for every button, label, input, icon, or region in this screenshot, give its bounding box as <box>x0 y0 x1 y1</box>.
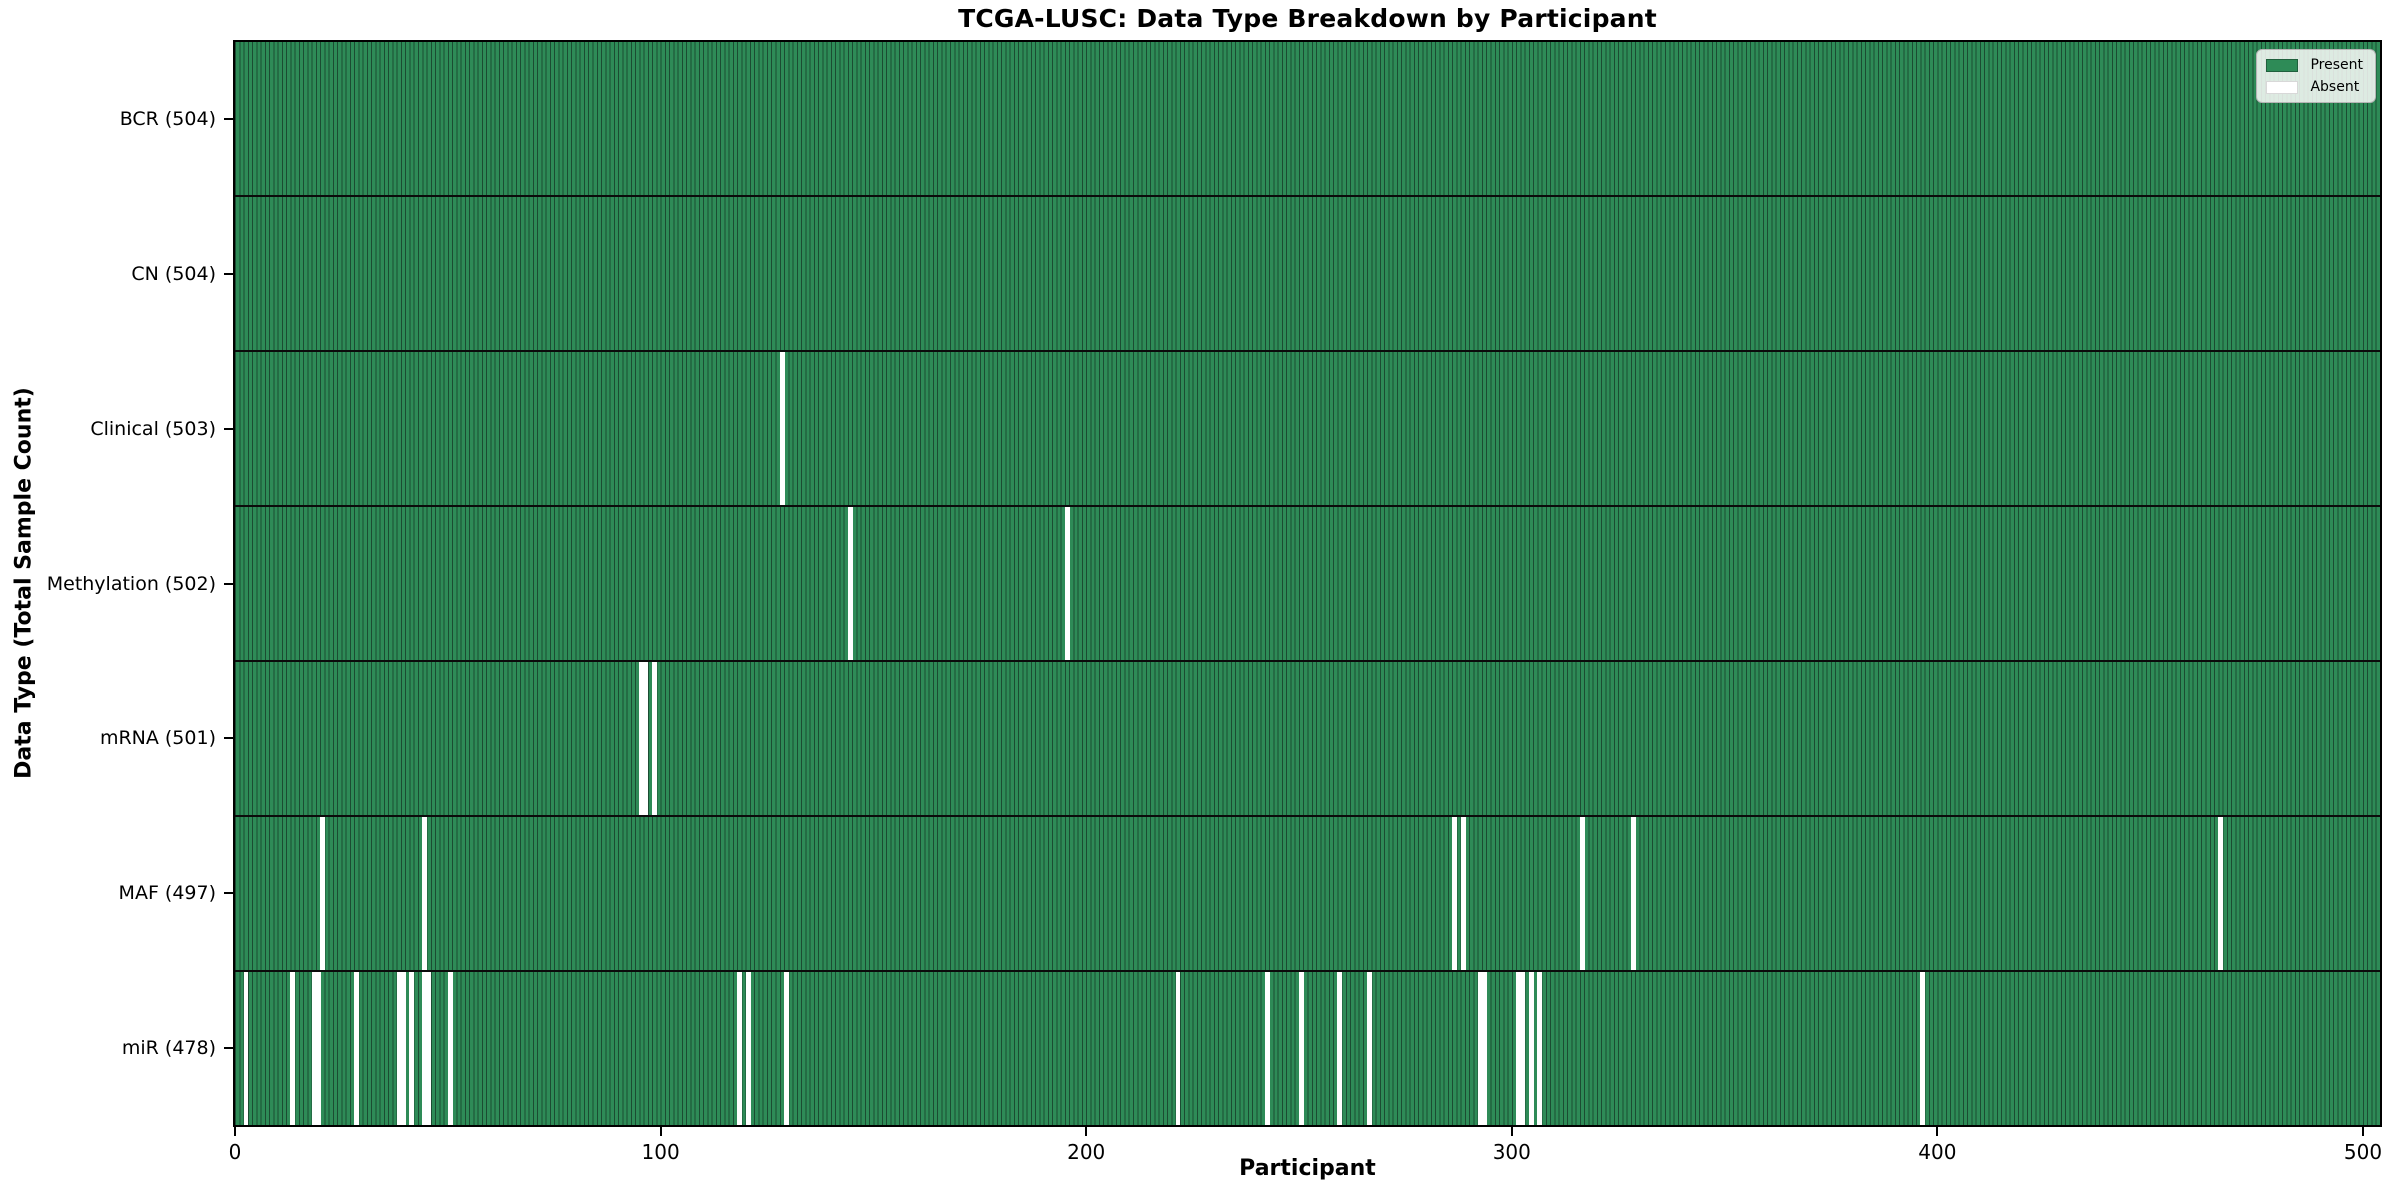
absent-stripe <box>1520 972 1526 1125</box>
y-tick <box>224 1046 233 1049</box>
chart-title: TCGA-LUSC: Data Type Breakdown by Partic… <box>958 4 1657 33</box>
y-tick-label: BCR (504) <box>119 108 216 131</box>
y-tick-label: Clinical (503) <box>90 417 216 440</box>
absent-stripe <box>779 352 785 505</box>
absent-stripe <box>400 972 406 1125</box>
y-tick <box>224 891 233 894</box>
x-tick <box>1510 1127 1513 1136</box>
absent-swatch-icon <box>2266 80 2299 94</box>
absent-stripe <box>426 972 432 1125</box>
absent-stripe <box>422 817 428 970</box>
absent-stripe <box>320 817 325 970</box>
absent-stripe <box>1264 972 1270 1125</box>
absent-stripe <box>1579 817 1585 970</box>
absent-stripe <box>1537 972 1543 1125</box>
x-tick <box>1085 1127 1088 1136</box>
absent-stripe <box>745 972 751 1125</box>
y-tick <box>224 118 233 121</box>
absent-stripe <box>1452 817 1458 970</box>
absent-stripe <box>396 972 402 1125</box>
x-tick <box>1936 1127 1939 1136</box>
absent-stripe <box>847 507 853 660</box>
plot-area: Present Absent <box>233 40 2382 1127</box>
legend-item-absent: Absent <box>2266 79 2363 95</box>
y-tick-label: MAF (497) <box>118 881 216 904</box>
x-tick <box>659 1127 662 1136</box>
absent-stripe <box>1481 972 1487 1125</box>
presence-row-bcr <box>235 42 2380 197</box>
absent-stripe <box>1298 972 1304 1125</box>
y-tick <box>224 273 233 276</box>
absent-stripe <box>1460 817 1466 970</box>
absent-stripe <box>737 972 743 1125</box>
absent-stripe <box>639 662 645 815</box>
absent-stripe <box>422 972 428 1125</box>
absent-stripe <box>1064 507 1070 660</box>
absent-stripe <box>1477 972 1483 1125</box>
x-tick-label: 200 <box>1067 1140 1106 1164</box>
absent-stripe <box>354 972 359 1125</box>
legend-label-absent: Absent <box>2310 79 2360 95</box>
absent-stripe <box>290 972 296 1125</box>
absent-stripe <box>311 972 317 1125</box>
y-tick-label: miR (478) <box>121 1036 216 1059</box>
absent-stripe <box>2218 817 2224 970</box>
x-axis-label: Participant <box>1239 1156 1376 1181</box>
y-tick <box>224 582 233 585</box>
x-tick-label: 500 <box>2343 1140 2383 1164</box>
present-swatch-icon <box>2266 58 2299 72</box>
y-tick-label: mRNA (501) <box>99 727 216 750</box>
x-tick-label: 0 <box>228 1140 242 1164</box>
absent-stripe <box>784 972 789 1125</box>
x-tick <box>2361 1127 2364 1136</box>
legend-item-present: Present <box>2266 57 2363 73</box>
absent-stripe <box>1337 972 1343 1125</box>
x-tick <box>234 1127 236 1136</box>
presence-matrix <box>235 42 2380 1125</box>
x-tick-label: 300 <box>1492 1140 1531 1164</box>
presence-row-cn <box>235 197 2380 352</box>
legend: Present Absent <box>2256 49 2376 103</box>
absent-stripe <box>447 972 453 1125</box>
y-tick <box>224 427 233 430</box>
presence-row-mir <box>235 972 2380 1125</box>
absent-stripe <box>243 972 249 1125</box>
absent-stripe <box>652 662 657 815</box>
legend-label-present: Present <box>2310 57 2363 73</box>
absent-stripe <box>1920 972 1926 1125</box>
x-tick-label: 100 <box>641 1140 680 1164</box>
y-tick <box>224 737 233 740</box>
absent-stripe <box>1630 817 1636 970</box>
absent-stripe <box>1528 972 1534 1125</box>
presence-row-maf <box>235 817 2380 972</box>
presence-row-mrna <box>235 662 2380 817</box>
absent-stripe <box>315 972 321 1125</box>
absent-stripe <box>1175 972 1181 1125</box>
absent-stripe <box>409 972 415 1125</box>
absent-stripe <box>643 662 649 815</box>
y-tick-label: Methylation (502) <box>46 572 216 595</box>
absent-stripe <box>1516 972 1521 1125</box>
y-tick-label: CN (504) <box>131 263 216 286</box>
presence-row-methylation <box>235 507 2380 662</box>
presence-row-clinical <box>235 352 2380 507</box>
absent-stripe <box>1367 972 1372 1125</box>
x-tick-label: 400 <box>1918 1140 1957 1164</box>
